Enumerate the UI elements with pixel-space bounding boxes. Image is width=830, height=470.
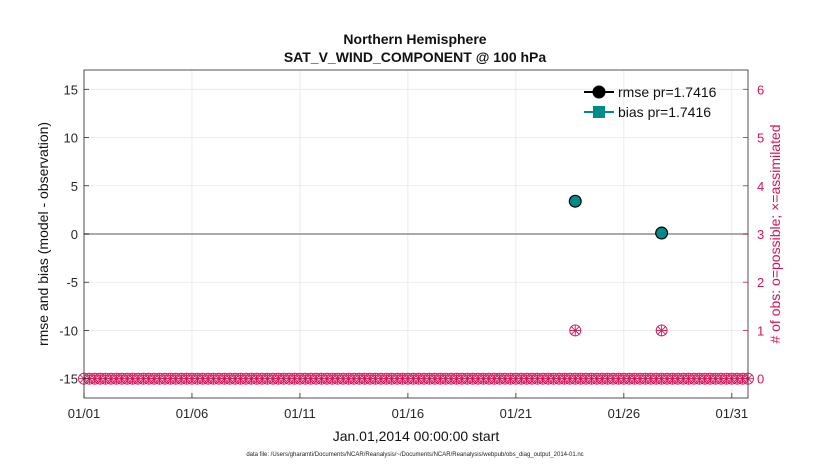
y-tick-label: -15: [59, 372, 78, 387]
x-tick-label: 01/01: [68, 406, 101, 421]
y2-tick-label: 3: [757, 227, 764, 242]
series-markers: [568, 194, 669, 240]
x-axis-label: Jan.01,2014 00:00:00 start: [333, 428, 500, 444]
legend-rmse-marker: [592, 85, 606, 99]
obs-count-marker: [569, 324, 582, 337]
legend: rmse pr=1.7416 bias pr=1.7416: [584, 84, 717, 120]
y-tick-label: 15: [64, 82, 78, 97]
chart-title: Northern Hemisphere: [343, 31, 486, 47]
y2-tick-label: 6: [757, 82, 764, 97]
x-tick-label: 01/21: [500, 406, 533, 421]
y2-tick-label: 4: [757, 179, 764, 194]
legend-rmse-label: rmse pr=1.7416: [618, 84, 717, 100]
y-tick-label: 0: [71, 227, 78, 242]
bias-point: [569, 195, 581, 207]
y-axis-label: rmse and bias (model - observation): [35, 122, 51, 346]
y2-tick-label: 0: [757, 372, 764, 387]
x-tick-label: 01/11: [284, 406, 316, 421]
y-tick-label: -10: [59, 323, 78, 338]
x-tick-label: 01/06: [176, 406, 209, 421]
y2-tick-label: 1: [757, 323, 764, 338]
y-tick-label: 5: [71, 179, 78, 194]
x-tick-label: 01/31: [716, 406, 749, 421]
x-axis-ticks: 01/01 01/06 01/11 01/16 01/21 01/26 01/31: [68, 393, 748, 421]
legend-bias-label: bias pr=1.7416: [618, 104, 711, 120]
x-tick-label: 01/26: [608, 406, 641, 421]
y-axis-ticks: 15 10 5 0 -5 -10 -15: [59, 82, 89, 387]
obs-count-marker: [655, 324, 668, 337]
y2-tick-label: 2: [757, 275, 764, 290]
y2-tick-label: 5: [757, 131, 764, 146]
chart-subtitle: SAT_V_WIND_COMPONENT @ 100 hPa: [284, 49, 547, 65]
y2-axis-label: # of obs: o=possible; ×=assimilated: [767, 124, 783, 343]
y-tick-label: -5: [66, 275, 78, 290]
data-file-footer: data file: /Users/gharamti/Documents/NCA…: [246, 452, 583, 458]
bias-point: [656, 227, 667, 239]
y2-axis-ticks: 6 5 4 3 2 1 0: [743, 82, 764, 387]
y-tick-label: 10: [64, 131, 78, 146]
legend-bias-marker: [593, 106, 605, 118]
x-tick-label: 01/16: [392, 406, 425, 421]
